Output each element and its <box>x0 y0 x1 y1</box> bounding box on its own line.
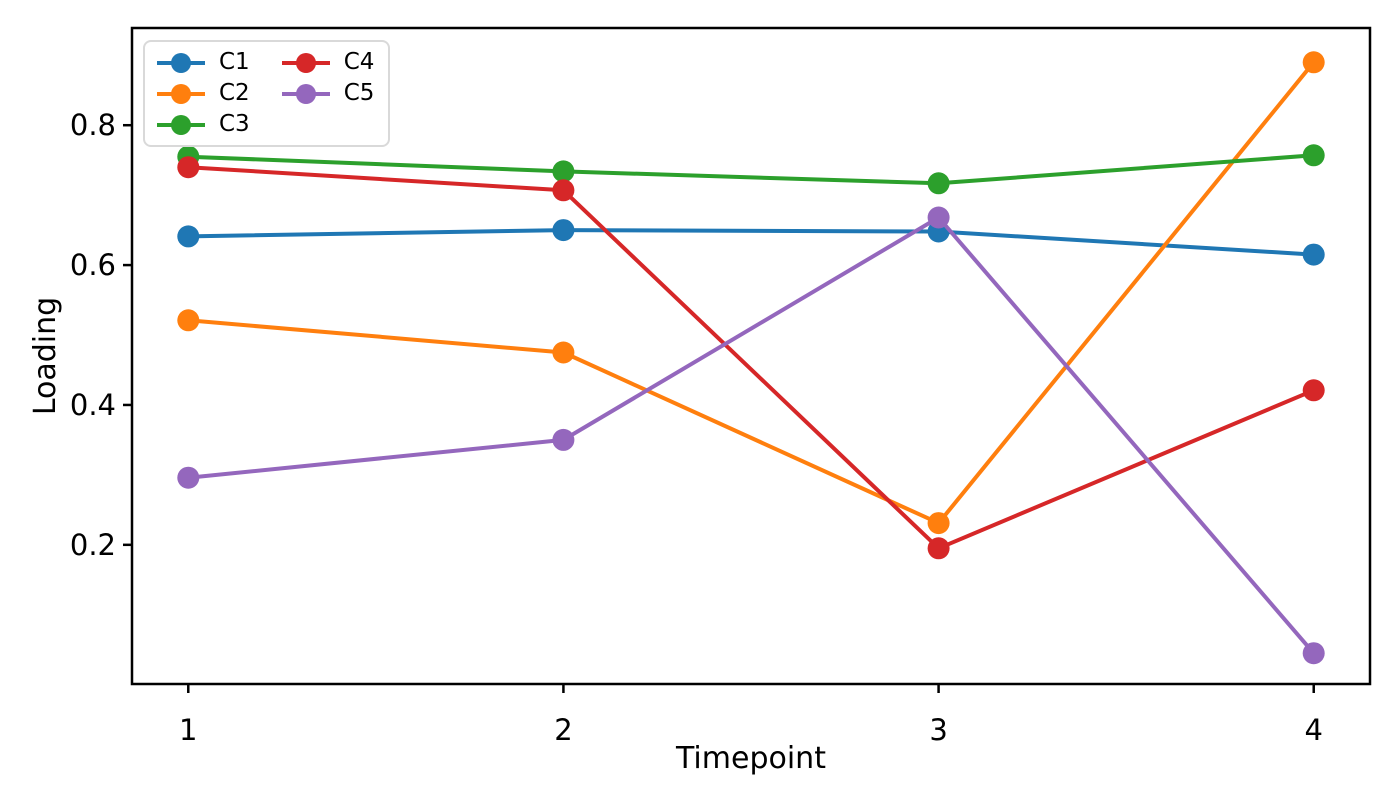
x-axis-label: Timepoint <box>675 741 826 776</box>
legend-line-marker-icon <box>157 83 205 104</box>
y-axis-label: Loading <box>28 297 63 415</box>
series-marker-c3 <box>1302 144 1325 167</box>
series-line-c5 <box>186 215 1316 656</box>
series-line-c4 <box>186 165 1316 551</box>
legend-item-c3: C3 <box>155 112 250 137</box>
series-group <box>177 51 1325 665</box>
series-marker-c1 <box>177 225 200 248</box>
axis-ticks: 1 2 3 4 0.2 0.4 0.6 0.8 <box>70 108 1323 747</box>
legend-column: C1 C2 C3 <box>155 50 250 137</box>
series-line-c1 <box>186 228 1316 257</box>
series-marker-c5 <box>927 206 950 229</box>
series-marker-c5 <box>1302 642 1325 665</box>
legend-item-label: C1 <box>219 49 250 75</box>
y-tick-label: 0.6 <box>70 248 116 282</box>
series-marker-c2 <box>177 309 200 332</box>
legend-item-label: C3 <box>219 111 250 137</box>
legend-item-c4: C4 <box>280 49 375 75</box>
legend-item-label: C5 <box>343 80 375 106</box>
legend: C1 C2 C3 C4 C5 <box>143 40 391 147</box>
legend-item-c1: C1 <box>155 50 250 75</box>
series-line-c3 <box>186 153 1316 186</box>
series-marker-c2 <box>552 341 575 364</box>
series-marker-c4 <box>1302 379 1325 402</box>
legend-item-c5: C5 <box>280 80 375 106</box>
series-marker-c1 <box>1302 243 1325 266</box>
series-marker-c1 <box>552 219 575 242</box>
y-tick-label: 0.4 <box>70 388 116 422</box>
series-marker-c3 <box>927 172 950 195</box>
series-marker-c5 <box>177 466 200 489</box>
legend-line-marker-icon <box>281 83 330 104</box>
legend-item-label: C4 <box>343 49 375 75</box>
series-marker-c2 <box>1302 51 1325 74</box>
legend-line-marker-icon <box>157 52 205 73</box>
x-tick-label: 4 <box>1305 713 1323 747</box>
series-line-c2 <box>186 60 1316 526</box>
series-marker-c4 <box>552 179 575 202</box>
series-marker-c4 <box>927 537 950 560</box>
series-marker-c4 <box>177 156 200 179</box>
legend-line-marker-icon <box>157 114 205 135</box>
y-tick-label: 0.2 <box>70 528 116 562</box>
plot-border <box>130 26 1372 686</box>
series-marker-c3 <box>552 160 575 183</box>
legend-item-c2: C2 <box>155 81 250 106</box>
series-marker-c5 <box>552 428 575 451</box>
x-tick-label: 1 <box>179 713 197 747</box>
legend-line-marker-icon <box>281 52 330 73</box>
x-tick-label: 3 <box>929 713 947 747</box>
x-tick-label: 2 <box>554 713 572 747</box>
y-tick-label: 0.8 <box>70 108 116 142</box>
legend-column: C4 C5 <box>280 49 375 106</box>
legend-item-label: C2 <box>219 80 250 106</box>
series-marker-c2 <box>927 512 950 535</box>
